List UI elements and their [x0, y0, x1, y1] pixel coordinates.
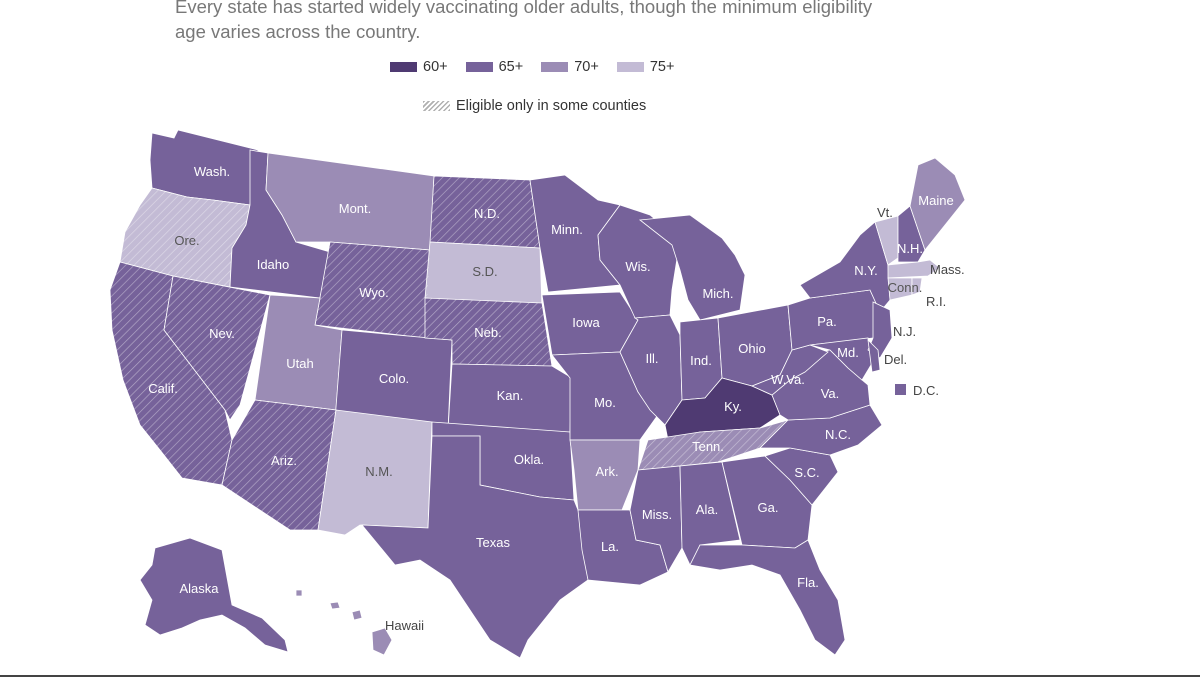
label-ohio: Ohio — [738, 341, 765, 356]
hatch-ariz — [222, 400, 336, 530]
label-minn: Minn. — [551, 222, 583, 237]
hatch-tenn — [638, 420, 788, 470]
label-nd: N.D. — [474, 206, 500, 221]
label-alaska: Alaska — [179, 581, 219, 596]
label-wva: W.Va. — [771, 372, 805, 387]
legend-item-60: 60+ — [390, 59, 448, 75]
hatch-neb — [425, 298, 552, 366]
label-ore: Ore. — [174, 233, 199, 248]
label-mont: Mont. — [339, 201, 372, 216]
legend-item-70: 70+ — [541, 59, 599, 75]
legend-item-75: 75+ — [616, 59, 675, 75]
label-sc: S.C. — [794, 465, 819, 480]
label-maine: Maine — [918, 193, 953, 208]
state-maine[interactable] — [909, 157, 966, 251]
state-texas[interactable] — [361, 435, 589, 659]
label-mo: Mo. — [594, 395, 616, 410]
dc-marker[interactable] — [895, 384, 906, 395]
label-idaho: Idaho — [257, 257, 290, 272]
label-ga: Ga. — [758, 500, 779, 515]
label-ala: Ala. — [696, 502, 718, 517]
label-va: Va. — [821, 386, 840, 401]
label-calif: Calif. — [148, 381, 178, 396]
label-fla: Fla. — [797, 575, 819, 590]
hatch-wyo — [315, 242, 430, 338]
legend-swatch-75 — [616, 62, 644, 72]
hatch-nev — [164, 276, 270, 420]
label-texas: Texas — [476, 535, 510, 550]
label-ky: Ky. — [724, 399, 742, 414]
state-fla[interactable] — [689, 539, 846, 656]
label-tenn: Tenn. — [692, 439, 724, 454]
label-dc: D.C. — [913, 383, 939, 398]
label-la: La. — [601, 539, 619, 554]
legend-label-70: 70+ — [574, 59, 599, 75]
label-iowa: Iowa — [572, 315, 600, 330]
label-mich: Mich. — [702, 286, 733, 301]
state-alaska[interactable] — [139, 537, 289, 653]
label-ill: Ill. — [646, 351, 659, 366]
label-md: Md. — [837, 345, 859, 360]
label-wis: Wis. — [625, 259, 650, 274]
label-wyo: Wyo. — [359, 285, 389, 300]
label-okla: Okla. — [514, 452, 544, 467]
legend-item-65: 65+ — [465, 59, 524, 75]
state-md[interactable] — [809, 337, 875, 381]
state-nh[interactable] — [897, 205, 926, 263]
legend-label-65: 65+ — [498, 59, 524, 75]
legend-swatch-70 — [541, 62, 569, 72]
label-conn: Conn. — [888, 280, 923, 295]
label-kan: Kan. — [497, 388, 524, 403]
label-miss: Miss. — [642, 507, 672, 522]
legend-hatch-swatch — [423, 101, 450, 111]
state-ill[interactable] — [619, 314, 683, 426]
legend-label-60: 60+ — [423, 59, 448, 75]
hatch-calif — [110, 262, 232, 485]
label-neb: Neb. — [474, 325, 501, 340]
label-mass: Mass. — [930, 262, 965, 277]
label-ark: Ark. — [595, 464, 618, 479]
age-legend: 60+ 65+ 70+ 75+ — [390, 59, 692, 75]
state-mich[interactable] — [638, 214, 746, 321]
legend-hatch-label: Eligible only in some counties — [456, 98, 647, 114]
label-nm: N.M. — [365, 464, 392, 479]
intro-text: Every state has started widely vaccinati… — [175, 0, 873, 42]
label-sd: S.D. — [472, 264, 497, 279]
label-utah: Utah — [286, 356, 313, 371]
label-wash: Wash. — [194, 164, 230, 179]
state-nj[interactable] — [867, 301, 893, 359]
label-nc: N.C. — [825, 427, 851, 442]
label-nev: Nev. — [209, 326, 235, 341]
label-nj: N.J. — [893, 324, 916, 339]
legend-swatch-65 — [465, 62, 493, 72]
label-del: Del. — [884, 352, 907, 367]
label-colo: Colo. — [379, 371, 409, 386]
hatch-ore — [120, 188, 250, 287]
label-nh: N.H. — [897, 241, 923, 256]
label-hawaii: Hawaii — [385, 618, 424, 633]
state-hawaii[interactable] — [295, 589, 393, 656]
legend-hatch-item: Eligible only in some counties — [423, 98, 646, 114]
state-wva[interactable] — [750, 344, 829, 396]
label-pa: Pa. — [817, 314, 837, 329]
label-ind: Ind. — [690, 353, 712, 368]
label-ariz: Ariz. — [271, 453, 297, 468]
label-ny: N.Y. — [854, 263, 878, 278]
state-ri[interactable] — [911, 277, 923, 296]
hatch-nd — [430, 176, 540, 248]
label-vt: Vt. — [877, 205, 893, 220]
legend-label-75: 75+ — [649, 59, 675, 75]
bottom-border — [0, 675, 1200, 677]
state-del[interactable] — [867, 338, 881, 373]
label-ri: R.I. — [926, 294, 946, 309]
legend-swatch-60 — [390, 62, 417, 72]
